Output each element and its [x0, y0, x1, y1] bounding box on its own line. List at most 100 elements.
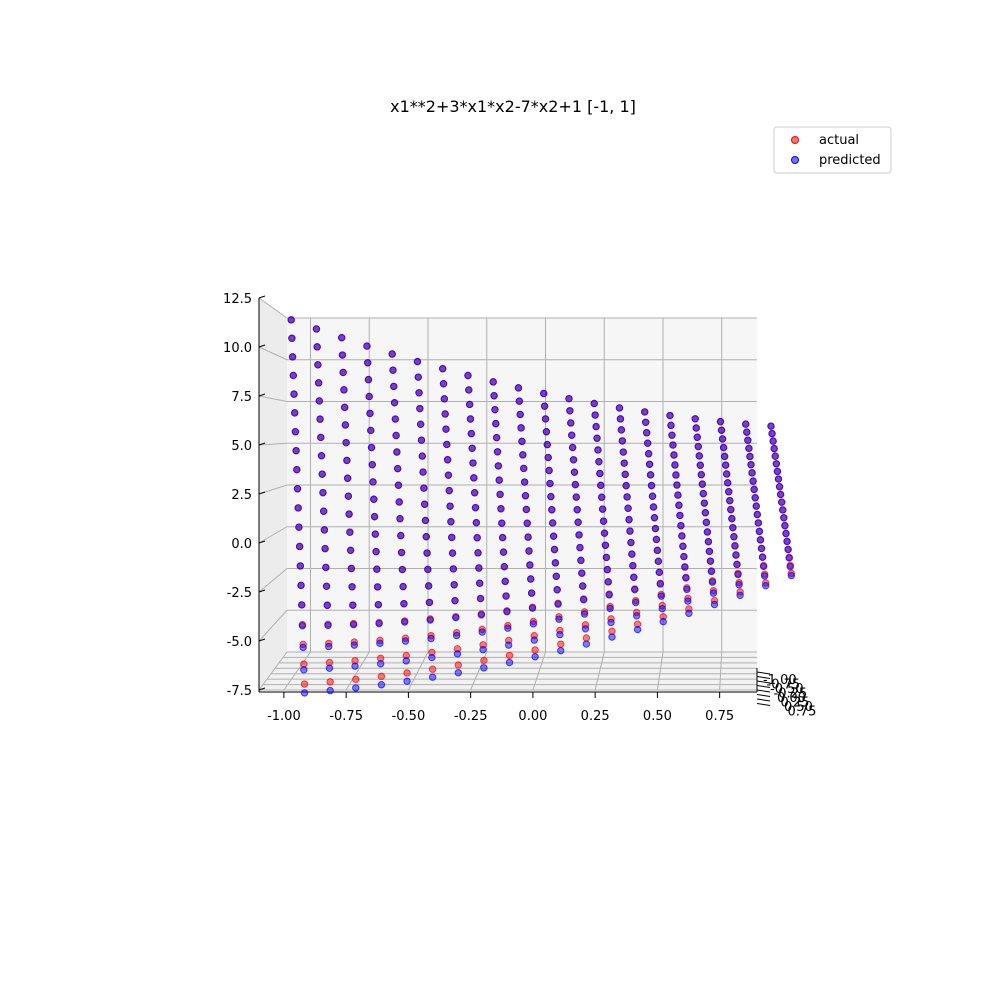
- point-predicted: [786, 562, 794, 571]
- point-predicted: [736, 591, 744, 600]
- point-predicted: [369, 478, 377, 486]
- point-predicted: [317, 452, 326, 460]
- point-predicted: [671, 461, 679, 469]
- point-predicted: [679, 542, 687, 550]
- point-predicted: [680, 552, 688, 561]
- point-predicted: [344, 492, 353, 500]
- point-predicted: [338, 351, 347, 359]
- point-predicted: [553, 586, 561, 594]
- point-predicted: [366, 409, 374, 418]
- point-predicted: [632, 612, 641, 620]
- point-predicted: [628, 550, 636, 558]
- point-predicted: [294, 504, 302, 512]
- depth-tick-6: [756, 698, 771, 702]
- point-predicted: [754, 519, 763, 527]
- grid-line-xfloor-4: [532, 651, 546, 691]
- point-predicted: [540, 389, 548, 398]
- point-predicted: [598, 493, 606, 501]
- point-predicted: [417, 436, 426, 444]
- point-predicted: [774, 475, 783, 483]
- x-tick-label-2: -0.50: [392, 709, 426, 724]
- point-predicted: [576, 543, 584, 552]
- depth-tick-4: [756, 689, 771, 693]
- point-predicted: [422, 532, 430, 541]
- point-predicted: [717, 426, 726, 434]
- grid-line-zside-7: [258, 346, 288, 361]
- point-predicted: [370, 512, 379, 521]
- point-predicted: [465, 400, 474, 409]
- z-tick-3: [258, 540, 266, 544]
- point-predicted: [390, 382, 398, 391]
- z-tick-2: [258, 589, 266, 593]
- point-predicted: [658, 604, 666, 613]
- point-predicted: [757, 544, 766, 553]
- point-predicted: [290, 390, 298, 398]
- point-predicted: [392, 431, 400, 440]
- point-predicted: [376, 639, 384, 648]
- point-predicted: [426, 616, 434, 624]
- point-predicted: [490, 392, 498, 400]
- point-predicted: [568, 443, 577, 452]
- point-predicted: [390, 398, 399, 407]
- point-predicted: [772, 460, 781, 468]
- point-predicted: [299, 643, 307, 652]
- legend-marker-actual: [791, 136, 799, 144]
- point-predicted: [603, 565, 612, 574]
- point-predicted: [375, 619, 383, 628]
- point-actual: [428, 665, 437, 673]
- point-predicted: [666, 411, 674, 420]
- point-predicted: [784, 545, 792, 554]
- point-predicted: [569, 456, 578, 464]
- legend: actual predicted: [773, 126, 892, 174]
- point-predicted: [468, 444, 476, 452]
- point-predicted: [466, 415, 475, 423]
- point-predicted: [345, 510, 353, 518]
- depth-tick-label-2: -0.50: [770, 682, 804, 697]
- point-predicted: [367, 443, 376, 452]
- point-predicted: [445, 486, 453, 495]
- point-predicted: [421, 516, 430, 525]
- point-predicted: [708, 578, 717, 586]
- point-predicted: [519, 451, 527, 459]
- point-predicted: [288, 353, 297, 361]
- point-predicted: [499, 548, 508, 556]
- point-predicted: [759, 562, 768, 571]
- point-predicted: [340, 386, 348, 394]
- point-predicted: [453, 650, 462, 658]
- point-predicted: [393, 448, 401, 456]
- point-predicted: [478, 628, 486, 636]
- point-predicted: [479, 645, 487, 654]
- point-predicted: [416, 420, 425, 429]
- z-tick-label-2: -2.5: [227, 586, 252, 601]
- point-predicted: [504, 641, 513, 649]
- point-predicted: [489, 378, 497, 386]
- point-predicted: [419, 468, 427, 476]
- side-pane: [259, 298, 287, 690]
- point-predicted: [452, 613, 460, 622]
- point-actual: [326, 678, 334, 686]
- point-predicted: [655, 568, 664, 577]
- point-predicted: [645, 460, 654, 468]
- point-predicted: [428, 673, 437, 681]
- point-predicted: [709, 589, 718, 597]
- point-predicted: [418, 452, 426, 460]
- point-predicted: [298, 622, 307, 630]
- point-predicted: [581, 625, 590, 633]
- point-predicted: [676, 511, 684, 520]
- point-predicted: [631, 585, 639, 594]
- point-predicted: [720, 452, 729, 461]
- point-predicted: [439, 365, 447, 373]
- point-predicted: [402, 657, 410, 665]
- point-predicted: [592, 422, 600, 431]
- point-predicted: [673, 481, 681, 489]
- point-predicted: [495, 476, 503, 484]
- depth-tick-1: [756, 676, 771, 679]
- point-predicted: [685, 609, 693, 617]
- point-predicted: [498, 519, 506, 527]
- point-predicted: [440, 395, 449, 403]
- z-tick-4: [258, 491, 266, 495]
- point-predicted: [373, 565, 381, 573]
- point-predicted: [543, 440, 552, 449]
- point-predicted: [696, 461, 704, 469]
- z-tick-5: [258, 442, 266, 446]
